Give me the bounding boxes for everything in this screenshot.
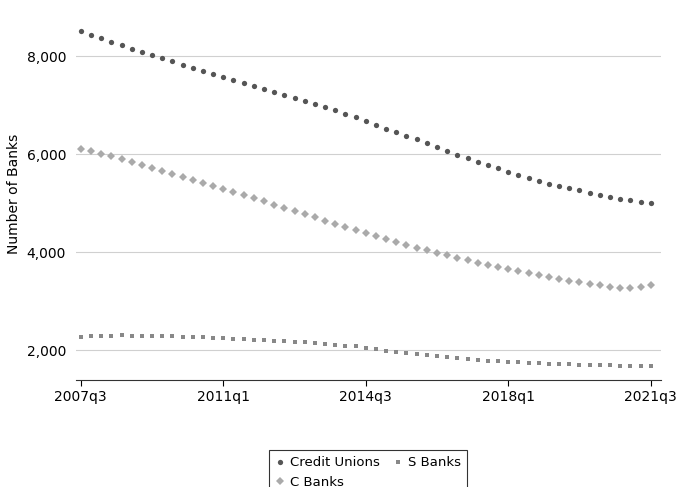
C Banks [616,285,624,291]
S Banks [647,363,655,369]
Credit Unions [647,200,655,206]
Credit Unions [321,104,329,110]
S Banks [97,333,105,338]
C Banks [321,218,329,224]
C Banks [647,282,655,288]
Credit Unions [77,29,85,35]
Line: Credit Unions: Credit Unions [78,29,653,206]
S Banks [240,336,248,342]
Credit Unions [473,159,482,165]
C Banks [229,189,238,195]
S Banks [473,357,482,363]
Credit Unions [97,36,105,41]
Credit Unions [229,77,238,83]
C Banks [464,257,472,263]
S Banks [108,333,116,338]
Line: C Banks: C Banks [78,147,653,291]
S Banks [77,334,85,339]
S Banks [331,341,339,347]
Credit Unions [464,155,472,161]
C Banks [97,151,105,157]
Credit Unions [108,39,116,45]
Legend: Credit Unions, C Banks, S Banks: Credit Unions, C Banks, S Banks [269,450,467,487]
C Banks [108,153,116,159]
Line: S Banks: S Banks [79,333,653,369]
C Banks [473,260,482,265]
S Banks [484,358,492,364]
S Banks [117,333,125,338]
Y-axis label: Number of Banks: Number of Banks [7,133,21,254]
C Banks [77,146,85,152]
